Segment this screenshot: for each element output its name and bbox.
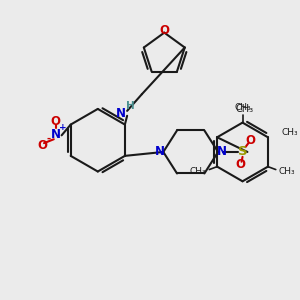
Text: O: O — [37, 139, 47, 152]
Text: CH₃: CH₃ — [190, 167, 206, 176]
Text: CH₃: CH₃ — [236, 104, 253, 114]
Text: N: N — [217, 146, 227, 158]
Text: N: N — [154, 146, 164, 158]
Text: O: O — [159, 24, 169, 37]
Text: S: S — [238, 146, 247, 158]
Text: H: H — [126, 101, 134, 111]
Text: O: O — [51, 115, 61, 128]
Text: N: N — [51, 128, 61, 141]
Text: -: - — [47, 133, 51, 143]
Text: CH₃: CH₃ — [279, 167, 295, 176]
Text: O: O — [236, 158, 246, 171]
Text: CH₃: CH₃ — [234, 103, 251, 112]
Text: CH₃: CH₃ — [282, 128, 298, 137]
Text: N: N — [116, 107, 126, 120]
Text: +: + — [59, 123, 66, 132]
Text: O: O — [245, 134, 255, 147]
